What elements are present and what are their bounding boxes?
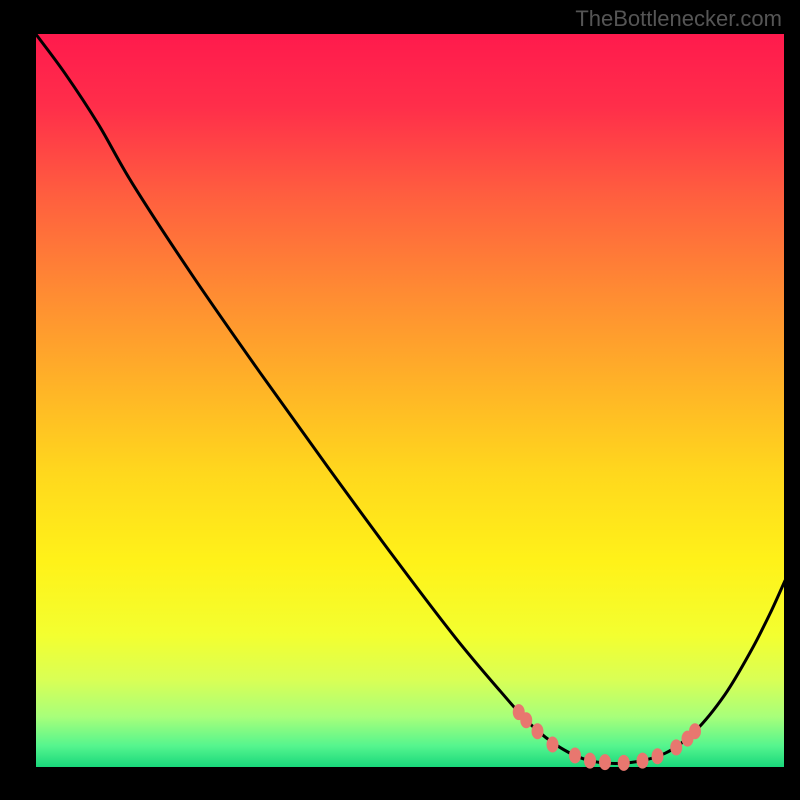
curve-marker [547, 736, 559, 752]
watermark-text: TheBottlenecker.com [575, 6, 782, 32]
chart-container: TheBottlenecker.com [0, 0, 800, 800]
curve-marker [532, 723, 544, 739]
curve-marker [520, 712, 532, 728]
curve-marker [618, 755, 630, 771]
curve-marker [652, 748, 664, 764]
curve-marker [689, 723, 701, 739]
curve-marker [569, 748, 581, 764]
curve-marker [637, 753, 649, 769]
chart-background [35, 33, 785, 768]
curve-marker [584, 753, 596, 769]
curve-marker [599, 754, 611, 770]
bottleneck-curve-chart [0, 0, 800, 800]
curve-marker [670, 739, 682, 755]
